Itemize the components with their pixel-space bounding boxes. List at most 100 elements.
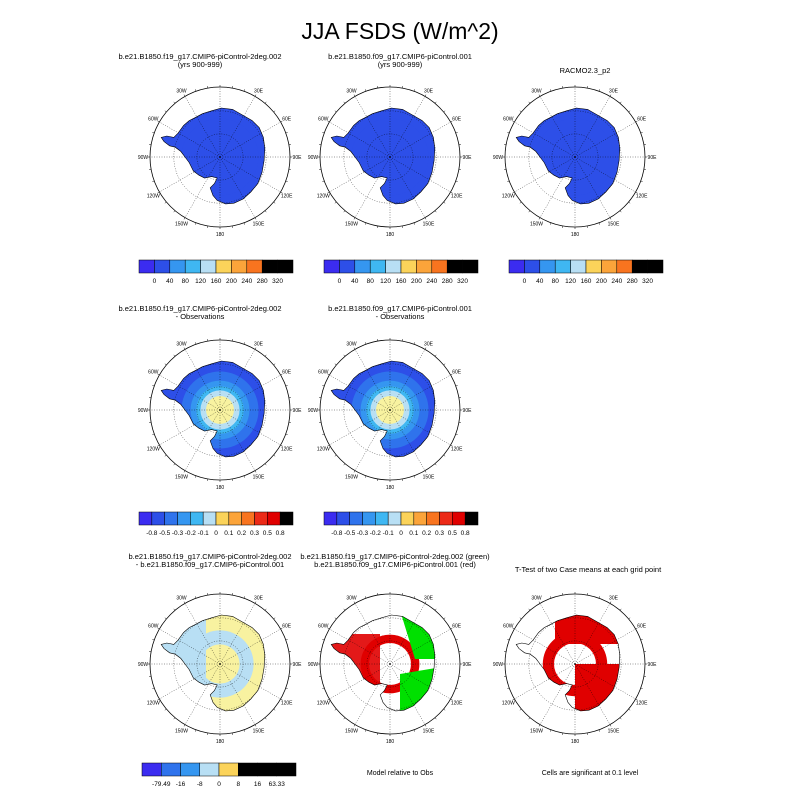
boundary-tick [443, 110, 446, 113]
lon-label: 180 [386, 232, 395, 238]
panel-title-r3c2: b.e21.B1850.f19_g17.CMIP6-piControl-2deg… [300, 552, 490, 569]
lat-circle-0 [343, 110, 437, 204]
note-significance: Cells are significant at 0.1 level [541, 770, 639, 777]
meridian [539, 663, 576, 725]
colorbar-tick: 0.2 [422, 530, 431, 537]
boundary-tick [173, 210, 176, 213]
panel-title-r2c2: b.e21.B1850.f09_g17.CMIP6-piControl.001-… [328, 304, 472, 321]
colorbar-swatch [375, 511, 389, 526]
boundary-tick [183, 347, 186, 350]
colorbar-swatch [616, 259, 633, 274]
field-red-se [575, 664, 620, 711]
lon-label: 120W [147, 447, 160, 453]
meridian [574, 156, 636, 193]
boundary-tick [424, 601, 427, 604]
lon-label: 30E [254, 88, 264, 94]
colorbar-tick: 240 [426, 278, 437, 285]
meridian [574, 663, 636, 700]
lon-label: 120W [502, 701, 515, 707]
lon-label: 120E [281, 701, 293, 707]
boundary-tick [280, 444, 283, 447]
boundary-tick [353, 347, 356, 350]
lat-circle-0 [173, 110, 267, 204]
lon-label: 150E [423, 475, 435, 481]
boundary-tick [273, 363, 276, 366]
boundary-tick [434, 717, 437, 720]
panel-title-r1c3: RACMO2.3_p2 [559, 66, 611, 75]
colorbar-r3c1: -79.49 -16 -8 0 8 16 63.33 [141, 762, 297, 788]
colorbar-r2c1: -0.8 -0.5 -0.3 -0.2 -0.1 0 0.1 0.2 0.3 0.5 0.8 [138, 511, 294, 537]
lon-label: 120E [636, 194, 648, 200]
colorbar-tick: -0.1 [198, 530, 210, 537]
boundary-tick [195, 475, 197, 478]
boundary-tick [450, 444, 453, 447]
colorbar-swatch [601, 259, 618, 274]
colorbar-swatch [400, 259, 417, 274]
coastline [160, 614, 266, 712]
boundary-tick [424, 347, 427, 350]
colorbar-tick: 0.1 [409, 530, 418, 537]
boundary-tick [640, 639, 643, 641]
boundary-tick [343, 210, 346, 213]
boundary-tick [264, 717, 267, 720]
boundary-tick [519, 110, 522, 113]
colorbar-tick: 0 [153, 278, 157, 285]
field-red [331, 634, 380, 711]
boundary-tick [434, 463, 437, 466]
colorbar-tick: 8 [236, 781, 240, 788]
boundary-tick [519, 708, 522, 711]
boundary-tick [173, 608, 176, 611]
colorbar-tick: 63.33 [269, 781, 286, 788]
boundary-tick [619, 101, 622, 104]
colorbar-swatch [336, 511, 350, 526]
colorbar-tick: -0.8 [146, 530, 158, 537]
colorbar-swatch [177, 511, 191, 526]
lon-label: 60W [318, 624, 329, 630]
lon-label: 150W [345, 222, 358, 228]
boundary-tick [334, 708, 337, 711]
boundary-tick [243, 222, 245, 225]
boundary-tick [528, 210, 531, 213]
colorbar-swatch [631, 259, 648, 274]
boundary-tick [424, 724, 427, 727]
boundary-tick [322, 132, 325, 134]
polar-map-r1c1: 30W 30E 60W 60E 90W 90E 120W 120E 150W 150E 180 [138, 85, 303, 238]
colorbar-tick: -0.3 [172, 530, 184, 537]
meridian [219, 603, 256, 665]
colorbar-swatch [349, 511, 363, 526]
lon-label: 30E [254, 341, 264, 347]
colorbar-tick: 160 [396, 278, 407, 285]
lon-label: 60E [452, 370, 462, 376]
colorbar-tick: 0.5 [263, 530, 272, 537]
lon-label: 150W [175, 222, 188, 228]
boundary-tick [455, 385, 458, 387]
lon-label: 30E [254, 595, 264, 601]
colorbar-swatch [138, 259, 155, 274]
boundary-tick [519, 201, 522, 204]
boundary-tick [434, 101, 437, 104]
lon-label: 90W [308, 662, 319, 668]
lon-label: 150E [253, 475, 265, 481]
boundary-tick [507, 180, 510, 182]
boundary-tick [254, 347, 257, 350]
lon-label: 90E [463, 408, 473, 414]
boundary-tick [327, 444, 330, 447]
colorbar-swatch [431, 259, 448, 274]
boundary-tick [157, 373, 160, 376]
colorbar-tick: 280 [257, 278, 268, 285]
field-patch [161, 615, 206, 692]
meridian [389, 663, 426, 725]
lon-label: 90E [648, 662, 658, 668]
colorbar-tick: 240 [611, 278, 622, 285]
boundary-tick [628, 708, 631, 711]
lon-label: 120E [451, 194, 463, 200]
colorbar-swatch [539, 259, 556, 274]
lon-label: 30E [609, 595, 619, 601]
boundary-tick [550, 89, 552, 92]
meridian [184, 603, 221, 665]
boundary-tick [322, 687, 325, 689]
boundary-tick [455, 180, 458, 182]
boundary-tick [285, 433, 288, 435]
boundary-tick [353, 470, 356, 473]
lon-label: 90E [293, 155, 303, 161]
